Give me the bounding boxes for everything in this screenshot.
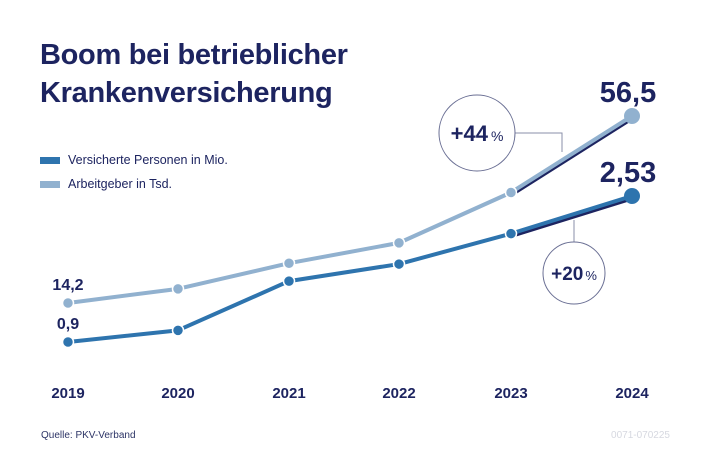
data-label-first: 0,9 xyxy=(57,316,79,333)
data-point xyxy=(61,335,75,349)
legend-swatch xyxy=(40,180,60,188)
annotation-label-20: +20% xyxy=(551,264,597,285)
legend-label: Versicherte Personen in Mio. xyxy=(68,153,228,167)
annotation-leader xyxy=(510,132,563,152)
data-point xyxy=(171,324,185,337)
x-tick-label: 2021 xyxy=(272,385,305,402)
data-point xyxy=(282,274,296,288)
data-label-first: 14,2 xyxy=(52,277,83,294)
data-point xyxy=(61,296,75,310)
highlight-segment xyxy=(510,117,633,197)
title-line-2: Krankenversicherung xyxy=(40,77,333,109)
highlight-segment xyxy=(510,197,633,239)
legend-swatch xyxy=(40,156,60,164)
data-point xyxy=(504,227,518,240)
annotation-label-44: +44% xyxy=(451,121,504,146)
annotation-circle xyxy=(438,94,516,172)
chart-title: Boom bei betrieblicher Krankenversicheru… xyxy=(40,36,348,112)
data-label-last: 2,53 xyxy=(600,157,656,189)
x-tick-label: 2024 xyxy=(615,385,649,402)
data-point xyxy=(392,257,406,271)
data-label-last: 56,5 xyxy=(600,77,656,109)
series-line xyxy=(67,114,634,305)
x-tick-label: 2019 xyxy=(51,385,84,402)
legend-item-arbeitgeber: Arbeitgeber in Tsd. xyxy=(40,172,228,196)
annotation-circle xyxy=(542,241,606,305)
data-point xyxy=(171,282,185,296)
source-note: Quelle: PKV-Verband xyxy=(41,430,136,441)
data-point xyxy=(624,188,640,204)
legend: Versicherte Personen in Mio. Arbeitgeber… xyxy=(40,148,228,196)
series-line xyxy=(67,194,633,344)
data-point xyxy=(624,108,640,124)
x-tick-label: 2023 xyxy=(494,385,527,402)
legend-label: Arbeitgeber in Tsd. xyxy=(68,177,172,191)
x-tick-label: 2022 xyxy=(382,385,415,402)
data-point xyxy=(282,256,296,270)
data-point xyxy=(392,236,406,250)
graphic-code: 0071-070225 xyxy=(611,430,670,441)
title-line-1: Boom bei betrieblicher xyxy=(40,39,348,71)
x-tick-label: 2020 xyxy=(161,385,194,402)
legend-item-personen: Versicherte Personen in Mio. xyxy=(40,148,228,172)
data-point xyxy=(504,186,518,199)
